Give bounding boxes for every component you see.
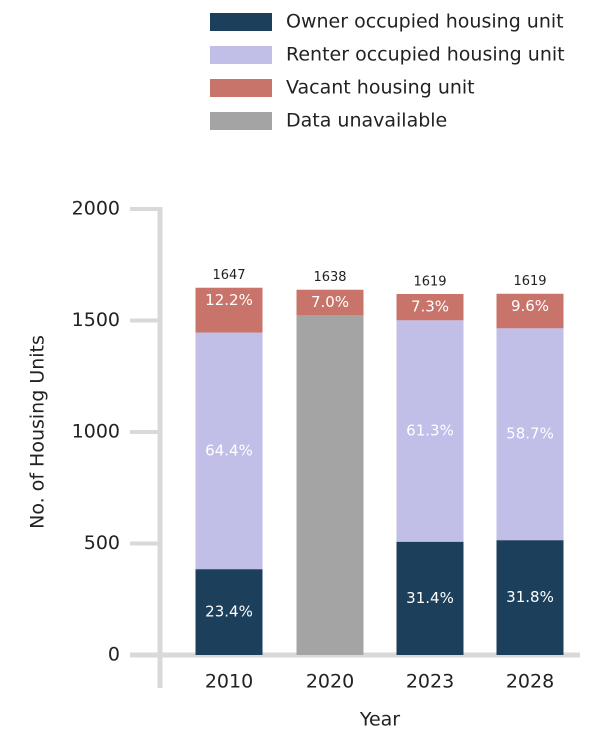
bar-segment <box>296 289 364 316</box>
total-label: 1619 <box>413 274 446 289</box>
legend-label: Owner occupied housing unit <box>286 11 564 33</box>
legend-swatch <box>210 112 272 130</box>
y-tick-label: 500 <box>84 532 120 554</box>
bar-segment <box>396 320 464 542</box>
legend-swatch <box>210 46 272 64</box>
y-tick-label: 1500 <box>72 309 120 331</box>
bar-segment <box>195 332 263 570</box>
segment-label: 58.7% <box>506 425 554 443</box>
total-label: 1638 <box>313 270 346 285</box>
legend-swatch <box>210 13 272 31</box>
y-tick-label: 1000 <box>72 421 120 443</box>
y-axis-label: No. of Housing Units <box>27 335 49 529</box>
segment-label: 12.2% <box>205 291 253 309</box>
x-axis-label: Year <box>359 709 400 731</box>
legend-label: Renter occupied housing unit <box>286 44 565 66</box>
bar-segment <box>195 287 263 333</box>
bar-segment <box>296 315 364 655</box>
x-tick-label: 2028 <box>506 671 554 693</box>
x-tick-label: 2020 <box>306 671 354 693</box>
bar-segment <box>496 293 564 329</box>
legend-label: Vacant housing unit <box>286 77 475 99</box>
bar-segment <box>396 541 464 655</box>
segment-label: 7.0% <box>311 293 349 311</box>
segment-label: 64.4% <box>205 441 253 459</box>
x-tick-label: 2010 <box>205 671 253 693</box>
segment-label: 9.6% <box>511 297 549 315</box>
segment-label: 61.3% <box>406 421 454 439</box>
segment-label: 7.3% <box>411 297 449 315</box>
segment-label: 31.4% <box>406 589 454 607</box>
segment-label: 23.4% <box>205 603 253 621</box>
legend-label: Data unavailable <box>286 110 447 132</box>
bar-segment <box>496 328 564 541</box>
bar-segment <box>496 540 564 655</box>
bar-segment <box>396 293 464 321</box>
total-label: 1619 <box>513 274 546 289</box>
legend-swatch <box>210 79 272 97</box>
bar-segment <box>195 569 263 655</box>
total-label: 1647 <box>212 268 245 283</box>
x-tick-label: 2023 <box>406 671 454 693</box>
y-tick-label: 2000 <box>72 198 120 220</box>
y-tick-label: 0 <box>108 644 120 666</box>
segment-label: 31.8% <box>506 588 554 606</box>
